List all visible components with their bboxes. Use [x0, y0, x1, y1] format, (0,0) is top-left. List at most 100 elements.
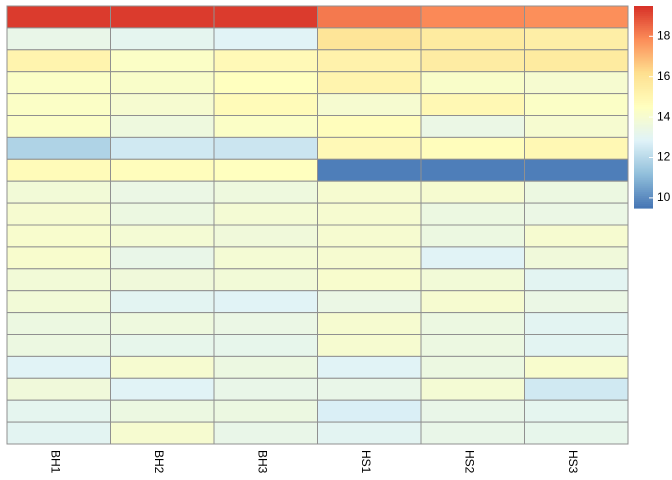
legend-strip — [634, 90, 653, 94]
legend-strip — [634, 123, 653, 126]
legend-strip — [634, 92, 653, 96]
heatmap-cell-r20-HS2 — [420, 421, 525, 445]
heatmap-cell-r5-HS2 — [420, 93, 525, 116]
heatmap-cell-r3-HS2 — [420, 49, 525, 73]
heatmap-cell-r20-HS3 — [524, 421, 629, 445]
heatmap-cell-r14-HS2 — [420, 290, 525, 314]
legend-tick-label: 12 — [657, 150, 671, 164]
heatmap-cell-r2-BH3 — [213, 27, 318, 51]
heatmap-cell-r18-BH2 — [110, 377, 215, 401]
heatmap-cell-r17-HS3 — [524, 355, 629, 379]
heatmap-cell-r3-HS1 — [317, 49, 422, 73]
heatmap-cell-r19-HS1 — [317, 399, 422, 423]
heatmap-cell-r12-HS2 — [420, 246, 525, 270]
heatmap-cell-r4-HS2 — [420, 71, 525, 95]
heatmap-cell-r2-BH2 — [110, 27, 215, 51]
legend-strip — [634, 155, 653, 159]
heatmap-cell-r15-BH3 — [213, 312, 318, 336]
legend-strip — [634, 80, 653, 84]
heatmap-cell-r16-BH2 — [110, 334, 215, 357]
legend-strip — [634, 147, 653, 151]
legend-strip — [634, 163, 653, 167]
legend-strip — [634, 100, 653, 104]
legend-strip — [634, 141, 653, 144]
heatmap-cell-r4-BH2 — [110, 71, 215, 95]
heatmap-cell-r16-HS2 — [420, 334, 525, 357]
legend-strip — [634, 151, 653, 155]
column-label-HS1: HS1 — [359, 450, 373, 474]
heatmap-cell-r7-BH3 — [213, 136, 318, 160]
heatmap-cell-r3-BH3 — [213, 49, 318, 73]
legend-tick-label: 16 — [657, 69, 671, 83]
legend-strip — [634, 66, 653, 70]
heatmap-cell-r20-BH2 — [110, 421, 215, 445]
heatmap-cell-r10-HS2 — [420, 202, 525, 226]
heatmap-cell-r2-HS2 — [420, 27, 525, 51]
heatmap-cell-r8-HS2 — [420, 158, 525, 182]
legend-strip — [634, 115, 653, 118]
legend-strip — [634, 107, 653, 110]
legend-strip — [634, 119, 653, 122]
heatmap-cell-r20-HS1 — [317, 421, 422, 445]
heatmap-cell-r9-BH1 — [6, 180, 111, 204]
heatmap-cell-r3-BH2 — [110, 49, 215, 73]
legend-strip — [634, 117, 653, 120]
heatmap-cell-r9-BH3 — [213, 180, 318, 204]
heatmap-cell-r6-BH2 — [110, 115, 215, 138]
legend-strip — [634, 183, 653, 187]
heatmap-cell-r2-BH1 — [6, 27, 111, 51]
legend-strip — [634, 30, 653, 33]
heatmap-cell-r9-HS1 — [317, 180, 422, 204]
heatmap-cell-r20-BH1 — [6, 421, 111, 445]
legend-strip — [634, 54, 653, 58]
legend-strip — [634, 76, 653, 80]
heatmap-cell-r6-HS1 — [317, 115, 422, 138]
heatmap-cell-r15-BH1 — [6, 312, 111, 336]
heatmap-cell-r2-HS3 — [524, 27, 629, 51]
heatmap-cell-r18-BH1 — [6, 377, 111, 401]
column-label-BH3: BH3 — [256, 450, 270, 474]
legend-strip — [634, 131, 653, 134]
heatmap-cell-r7-BH1 — [6, 136, 111, 160]
heatmap-cell-r13-HS1 — [317, 268, 422, 292]
legend-strip — [634, 34, 653, 37]
legend-strip — [634, 113, 653, 116]
legend-strip — [634, 48, 653, 52]
heatmap-cell-r17-BH2 — [110, 355, 215, 379]
heatmap-cell-r9-HS2 — [420, 180, 525, 204]
legend-strip — [634, 10, 653, 13]
legend-strip — [634, 179, 653, 183]
legend-strip — [634, 189, 653, 193]
heatmap-cell-r13-BH1 — [6, 268, 111, 292]
legend-strip — [634, 133, 653, 136]
heatmap-cell-r18-HS1 — [317, 377, 422, 401]
legend-strip — [634, 26, 653, 29]
legend-strip — [634, 175, 653, 179]
legend-strip — [634, 199, 653, 203]
legend-strip — [634, 201, 653, 205]
legend-tick-label: 10 — [657, 190, 671, 204]
legend-strip — [634, 58, 653, 62]
heatmap-cell-r7-HS2 — [420, 136, 525, 160]
heatmap-cell-r1-HS3 — [524, 5, 629, 29]
heatmap-cell-r14-HS3 — [524, 290, 629, 314]
heatmap-cell-r14-BH3 — [213, 290, 318, 314]
legend-strip — [634, 153, 653, 157]
heatmap-cell-r9-BH2 — [110, 180, 215, 204]
legend-strip — [634, 129, 653, 132]
heatmap-cell-r12-HS1 — [317, 246, 422, 270]
column-label-HS2: HS2 — [463, 450, 477, 474]
legend-strip — [634, 137, 653, 140]
legend-strip — [634, 185, 653, 189]
legend-strip — [634, 18, 653, 21]
legend-strip — [634, 28, 653, 31]
legend-strip — [634, 121, 653, 124]
heatmap-cell-r1-HS1 — [317, 5, 422, 29]
legend-strip — [634, 24, 653, 27]
heatmap-cell-r6-HS2 — [420, 115, 525, 138]
legend-strip — [634, 177, 653, 181]
legend-strip — [634, 94, 653, 98]
heatmap-cell-r10-BH3 — [213, 202, 318, 226]
heatmap-cell-r5-BH2 — [110, 93, 215, 116]
